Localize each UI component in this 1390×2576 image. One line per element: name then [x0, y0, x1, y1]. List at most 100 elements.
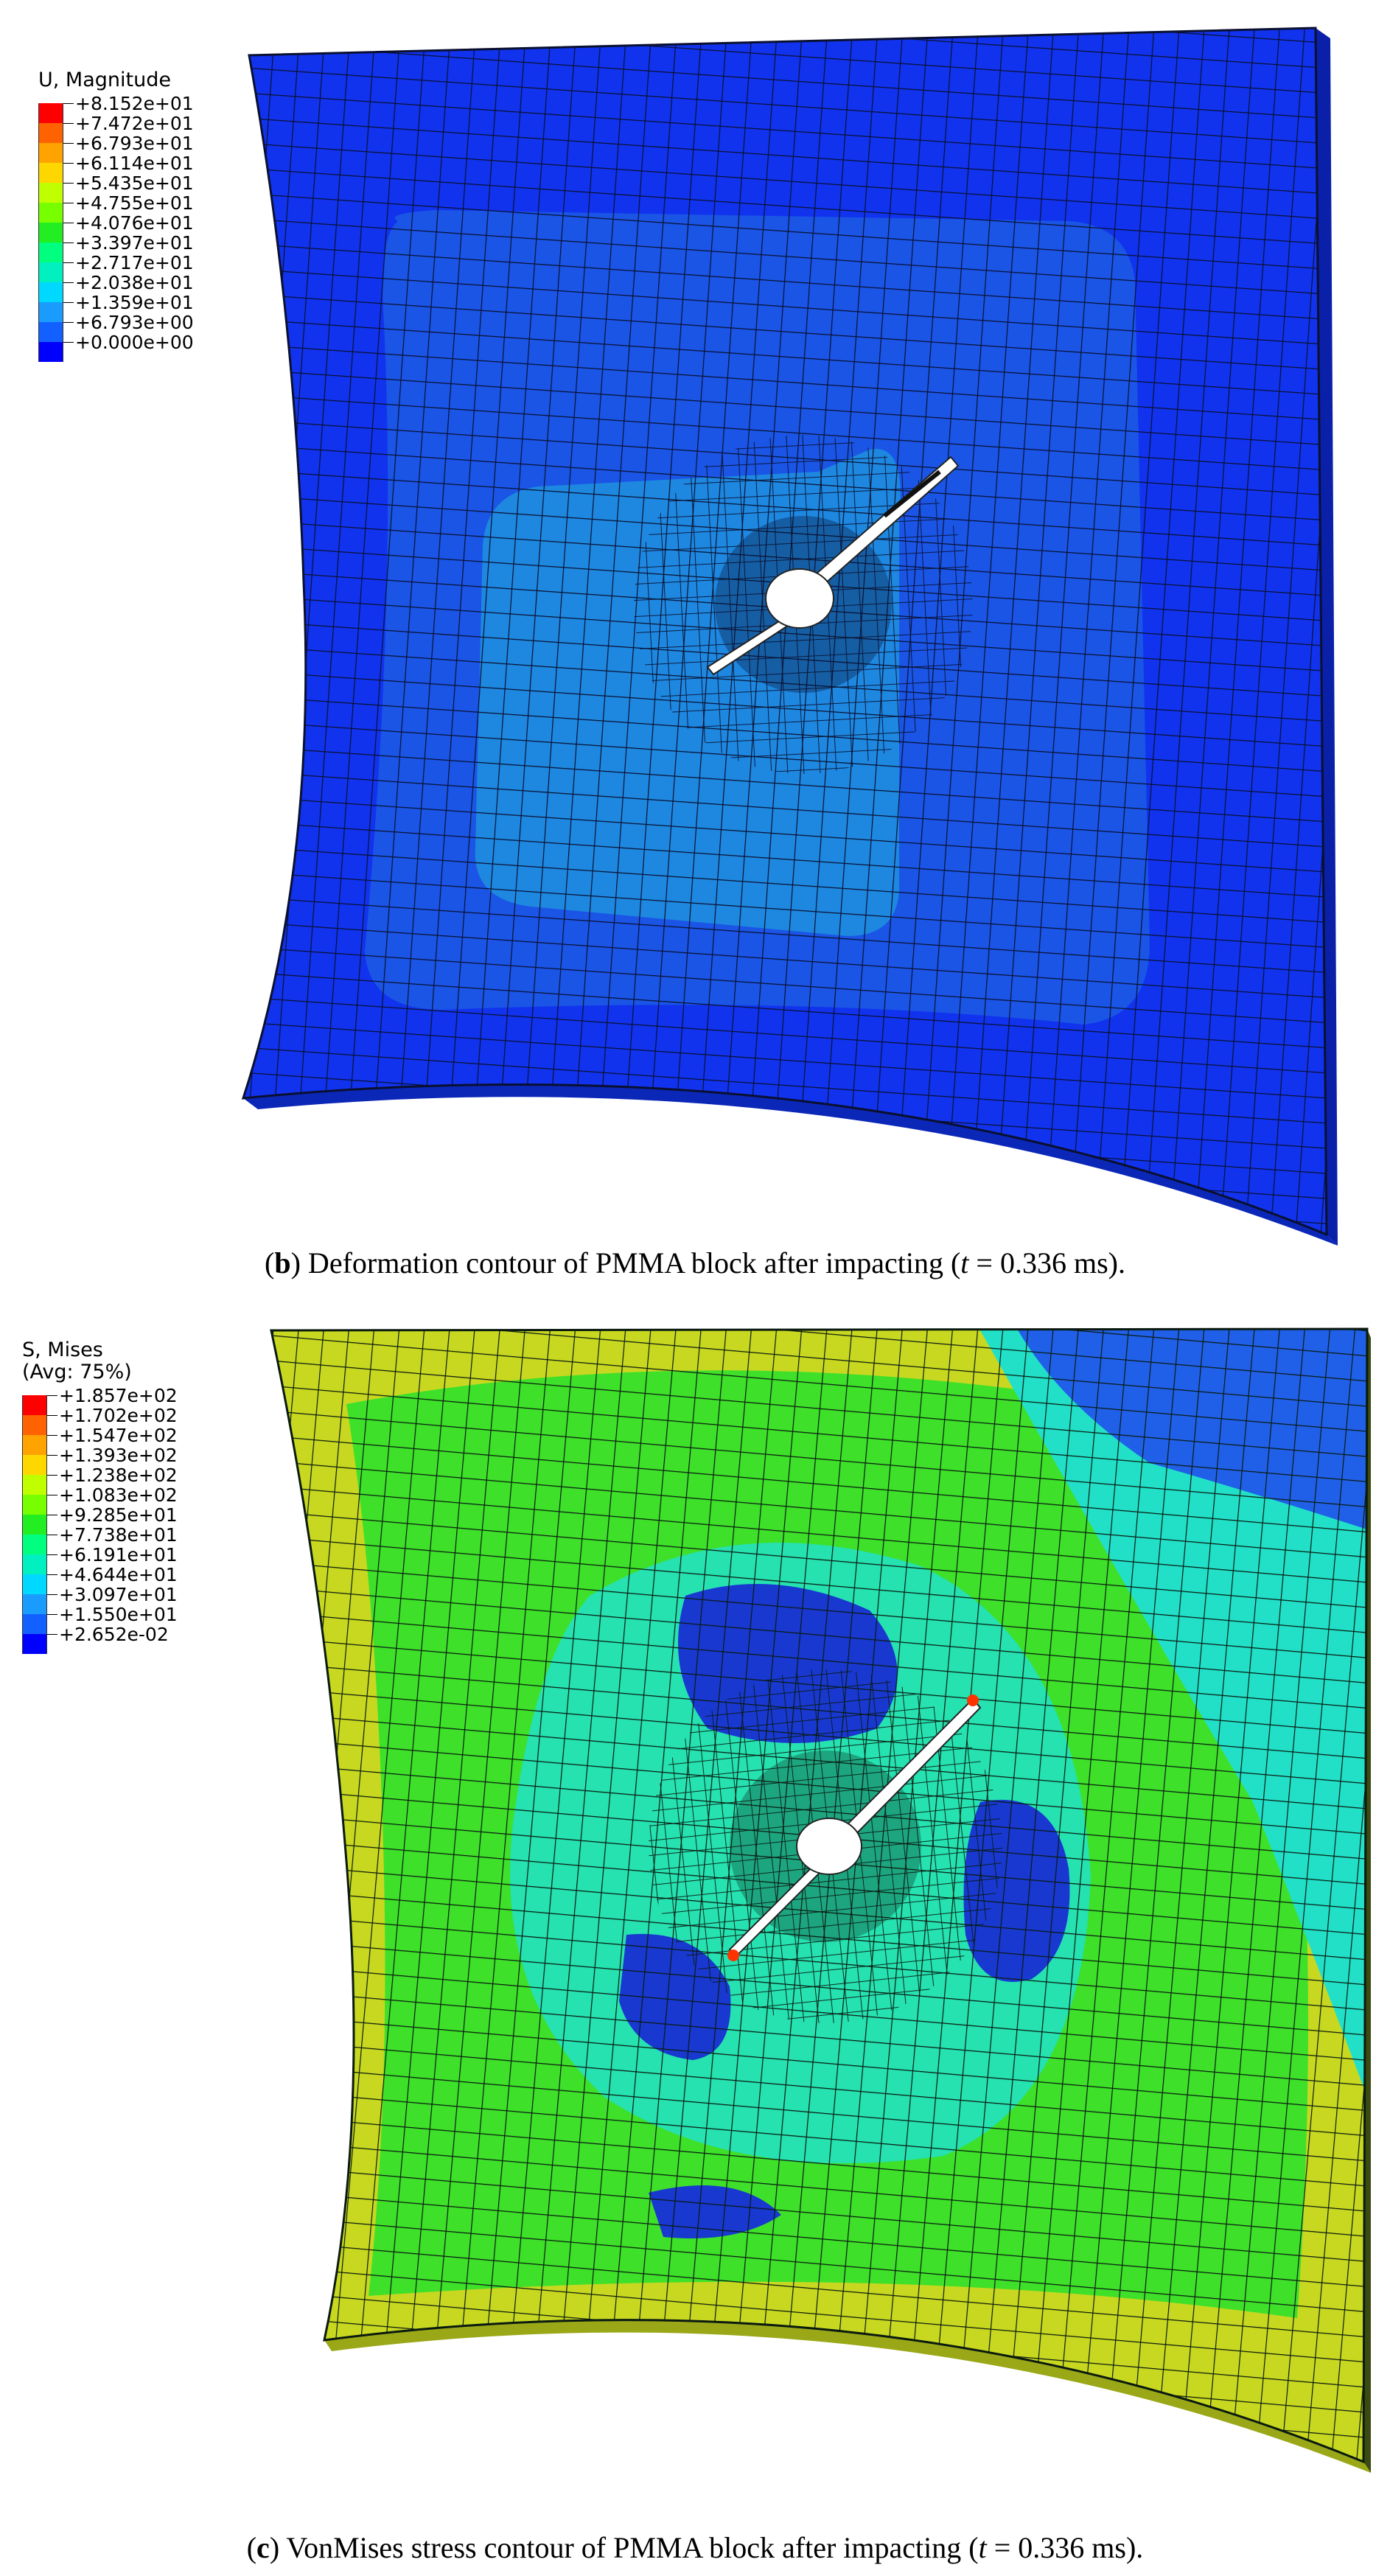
legend-color-swatch	[38, 103, 63, 123]
legend-color-swatch	[38, 262, 63, 282]
impact-crack	[706, 455, 960, 676]
legend-color-swatch	[38, 242, 63, 262]
legend-color-swatch	[38, 143, 63, 163]
caption-time-value: = 0.336 ms).	[968, 1246, 1125, 1280]
legend-color-swatch	[38, 203, 63, 223]
legend-color-swatch	[22, 1415, 47, 1435]
legend-tick	[47, 1435, 57, 1436]
block-side-bottom	[324, 2320, 1371, 2473]
legend-value-label: +1.238e+02	[59, 1465, 178, 1486]
legend-value-label: +1.393e+02	[59, 1445, 178, 1466]
legend-color-swatch	[22, 1475, 47, 1495]
legend-value-label: +5.435e+01	[75, 172, 194, 194]
legend-value-label: +7.472e+01	[75, 113, 194, 134]
legend-value-label: +4.644e+01	[59, 1564, 178, 1585]
block-outline	[270, 1327, 1369, 2464]
impact-crack	[727, 1694, 982, 1961]
legend-value-label: +6.793e+01	[75, 133, 194, 154]
figure-panel-deformation: U, Magnitude +8.152e+01 +7.472e+01 +6.793e…	[0, 0, 1390, 1286]
legend-value-label: +1.359e+01	[75, 292, 194, 313]
legend-tick	[63, 262, 74, 263]
legend-value-label: +1.702e+02	[59, 1405, 178, 1426]
figure-panel-stress: S, Mises (Avg: 75%) +1.857e+02 +1.702e+02…	[0, 1286, 1390, 2576]
legend-tick	[47, 1395, 57, 1396]
legend-tick	[63, 322, 74, 323]
impact-hole	[796, 1818, 862, 1875]
legend-value-label: +6.191e+01	[59, 1544, 178, 1566]
caption-text: ) Deformation contour of PMMA block afte…	[290, 1246, 961, 1280]
legend-value-label: +4.755e+01	[75, 192, 194, 214]
legend-subtitle: (Avg: 75%)	[22, 1361, 132, 1383]
legend-scale: +1.857e+02 +1.702e+02 +1.547e+02 +1.393e+02…	[22, 1386, 178, 1655]
legend-title: S, Mises	[22, 1338, 103, 1361]
legend-tick	[63, 163, 74, 164]
legend-title: U, Magnitude	[38, 69, 171, 91]
caption-paren: (	[246, 2531, 257, 2564]
legend-value-label: +1.550e+01	[59, 1604, 178, 1625]
deformation-contour-plot	[241, 27, 1338, 1246]
legend-color-swatch	[38, 223, 63, 242]
legend-color-swatch	[38, 322, 63, 342]
legend-color-swatch	[22, 1535, 47, 1554]
legend-tick	[47, 1574, 57, 1575]
legend-value-label: +6.114e+01	[75, 153, 194, 174]
stress-contour-plot	[270, 1327, 1371, 2473]
legend-tick	[63, 342, 74, 343]
legend-color-swatch	[38, 123, 63, 143]
block-side-right	[1316, 28, 1338, 1246]
legend-value-label: +6.793e+00	[75, 312, 194, 333]
legend-scale: +8.152e+01 +7.472e+01 +6.793e+01 +6.114e+01…	[38, 94, 194, 363]
legend-tick	[47, 1455, 57, 1456]
legend-color-swatch	[38, 342, 63, 362]
caption-letter: c	[256, 2531, 270, 2564]
caption-time-value: = 0.336 ms).	[986, 2531, 1144, 2564]
legend-tick	[47, 1634, 57, 1635]
legend-tick	[47, 1594, 57, 1595]
legend-displacement: U, Magnitude +8.152e+01 +7.472e+01 +6.793e…	[38, 69, 194, 363]
legend-value-label: +2.038e+01	[75, 272, 194, 293]
caption-time-symbol: t	[960, 1246, 969, 1280]
legend-color-swatch	[22, 1515, 47, 1535]
legend-value-label: +7.738e+01	[59, 1524, 178, 1546]
legend-value-label: +2.652e-02	[59, 1624, 169, 1645]
figure-caption-c: (c) VonMises stress contour of PMMA bloc…	[0, 2530, 1390, 2565]
legend-value-label: +9.285e+01	[59, 1504, 178, 1526]
impact-hole	[765, 568, 834, 629]
legend-color-swatch	[22, 1594, 47, 1614]
legend-color-swatch	[22, 1634, 47, 1654]
legend-tick	[47, 1475, 57, 1476]
legend-tick	[47, 1415, 57, 1416]
legend-color-swatch	[22, 1574, 47, 1594]
legend-value-label: +1.857e+02	[59, 1385, 178, 1406]
caption-text: ) VonMises stress contour of PMMA block …	[269, 2531, 979, 2564]
legend-tick	[63, 242, 74, 243]
legend-value-label: +3.097e+01	[59, 1584, 178, 1605]
legend-tick	[63, 282, 74, 283]
legend-tick	[47, 1554, 57, 1555]
legend-tick	[63, 103, 74, 104]
legend-color-swatch	[22, 1554, 47, 1574]
legend-value-label: +1.083e+02	[59, 1484, 178, 1506]
legend-value-label: +4.076e+01	[75, 212, 194, 234]
legend-value-label: +8.152e+01	[75, 93, 194, 114]
legend-value-label: +0.000e+00	[75, 332, 194, 353]
legend-tick	[63, 302, 74, 303]
legend-tick	[47, 1614, 57, 1615]
legend-tick	[63, 143, 74, 144]
legend-color-swatch	[38, 282, 63, 302]
figure-caption-b: (b) Deformation contour of PMMA block af…	[0, 1246, 1390, 1280]
legend-color-swatch	[22, 1395, 47, 1415]
caption-paren: (	[265, 1246, 275, 1280]
legend-value-label: +2.717e+01	[75, 252, 194, 273]
legend-color-swatch	[38, 183, 63, 203]
legend-color-swatch	[38, 302, 63, 322]
legend-color-swatch	[38, 163, 63, 183]
legend-tick	[63, 183, 74, 184]
legend-tick	[63, 123, 74, 124]
block-outline	[241, 27, 1328, 1237]
legend-color-swatch	[22, 1614, 47, 1634]
block-side-bottom	[243, 1084, 1338, 1246]
legend-color-swatch	[22, 1435, 47, 1455]
caption-time-symbol: t	[978, 2531, 987, 2564]
legend-color-swatch	[22, 1495, 47, 1515]
